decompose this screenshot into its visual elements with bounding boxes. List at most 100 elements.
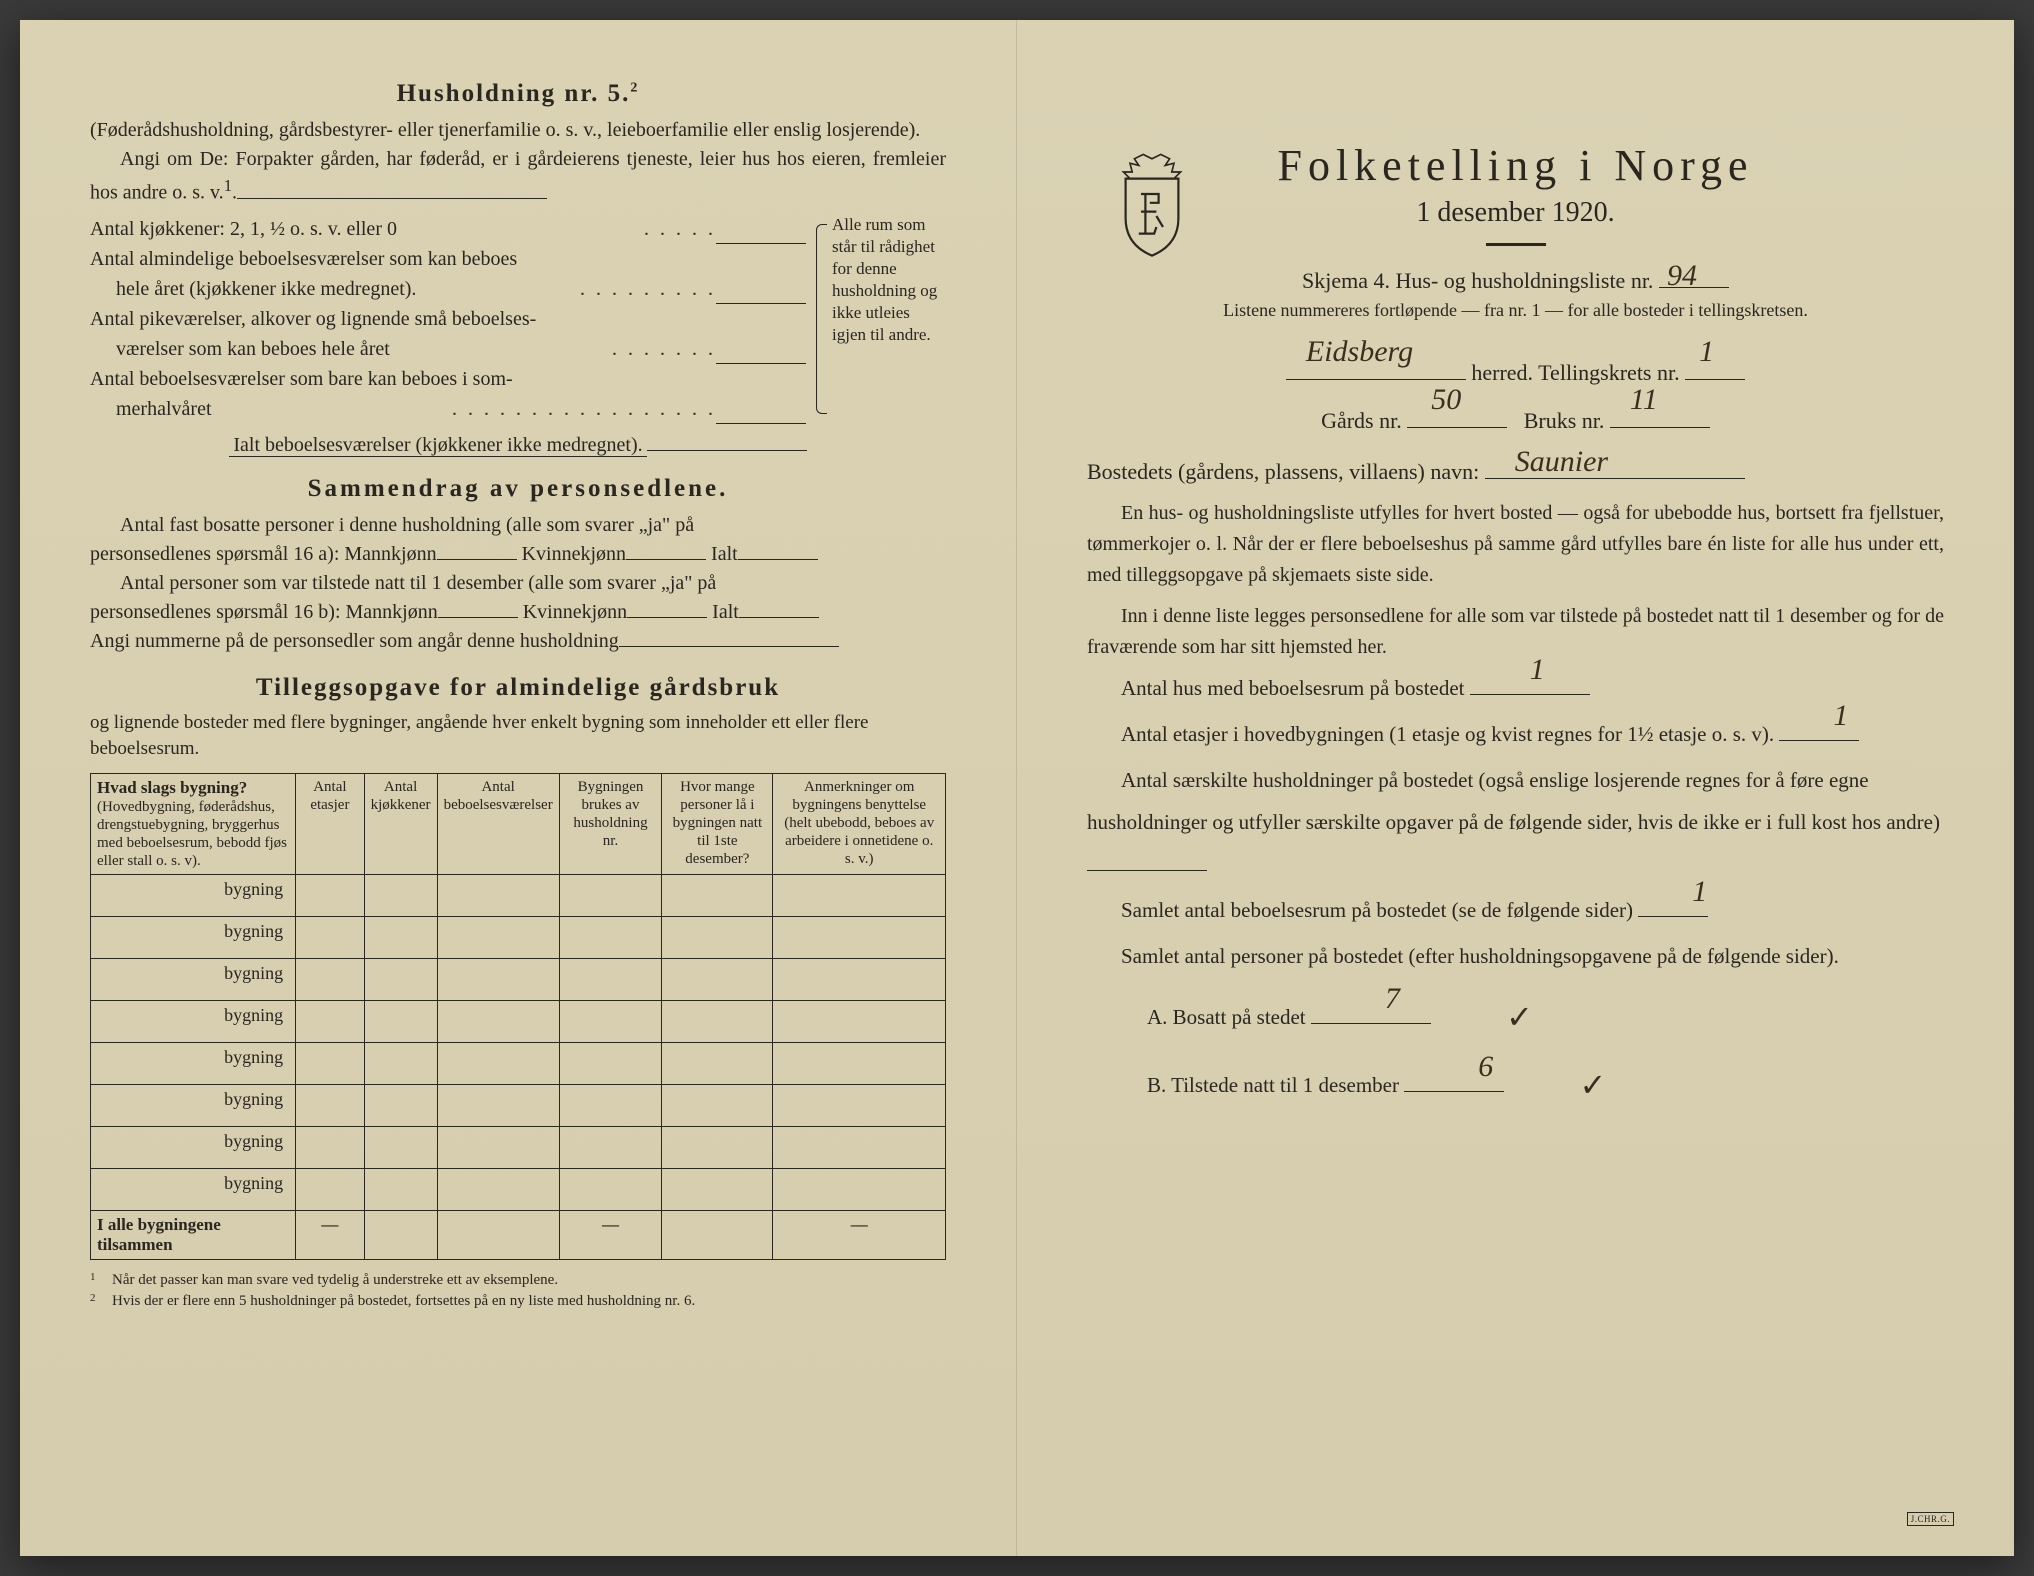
blank [627, 617, 707, 618]
cell [437, 959, 559, 1001]
blank [437, 559, 517, 560]
rooms-l1: Antal kjøkkener: 2, 1, ½ o. s. v. eller … [90, 214, 644, 244]
th-rooms: Antal beboelsesværelser [437, 773, 559, 874]
dots: . . . . . . . . . . . . . . . . . [452, 394, 716, 424]
q1-blank: 1 [1470, 694, 1590, 695]
cell [559, 1043, 662, 1085]
blank [438, 617, 518, 618]
skjema-label: Skjema 4. Hus- og husholdningsliste nr. [1302, 268, 1653, 293]
cell [559, 875, 662, 917]
qb-value: 6 [1418, 1037, 1493, 1097]
cell-label: bygning [91, 1043, 296, 1085]
q2-line: Antal etasjer i hovedbygningen (1 etasje… [1087, 713, 1944, 755]
cell [662, 917, 773, 959]
s1b: personsedlenes spørsmål 16 a): Mannkjønn [90, 543, 437, 565]
qb-line: B. Tilstede natt til 1 desember 6 ✓ [1087, 1049, 1944, 1113]
th-persons: Hvor mange personer lå i bygningen natt … [662, 773, 773, 874]
dash: — [773, 1211, 946, 1260]
q3-blank [1087, 870, 1207, 871]
right-page: Folketelling i Norge 1 desember 1920. Sk… [1017, 20, 2014, 1556]
cell-label: bygning [91, 1085, 296, 1127]
cell [364, 1001, 437, 1043]
gards-value: 50 [1431, 367, 1461, 433]
dash: — [559, 1211, 662, 1260]
table-row: bygning [91, 917, 946, 959]
table-row: bygning [91, 875, 946, 917]
qa-line: A. Bosatt på stedet 7 ✓ [1087, 981, 1944, 1045]
cell-label: bygning [91, 1001, 296, 1043]
rooms-l3b: værelser som kan beboes hele året [90, 334, 612, 364]
cell [437, 1127, 559, 1169]
th-usedby: Bygningen brukes av husholdning nr. [559, 773, 662, 874]
cell [296, 875, 364, 917]
fn-num: 2 [90, 1291, 104, 1312]
total-label: I alle bygningene tilsammen [91, 1211, 296, 1260]
rule [1486, 243, 1546, 246]
table-row: bygning [91, 1001, 946, 1043]
krets-value: 1 [1699, 319, 1714, 385]
cell [662, 1127, 773, 1169]
q4-label: Samlet antal beboelsesrum på bostedet (s… [1121, 898, 1633, 922]
s2b: personsedlenes spørsmål 16 b): Mannkjønn [90, 601, 438, 623]
blank [716, 274, 806, 304]
cell [662, 1043, 773, 1085]
cell [662, 1001, 773, 1043]
ialt-line: Ialt beboelsesværelser (kjøkkener ikke m… [90, 434, 946, 457]
census-title: Folketelling i Norge [1087, 140, 1944, 191]
rooms-l2a: Antal almindelige beboelsesværelser som … [90, 244, 806, 274]
table-header-row: Hvad slags bygning? (Hovedbygning, føderå… [91, 773, 946, 874]
printer-stamp: J.CHR.G. [1907, 1512, 1954, 1526]
bruks-label: Bruks nr. [1524, 408, 1605, 433]
cell [437, 875, 559, 917]
skjema-nr-blank: 94 [1659, 287, 1729, 288]
sammendrag-heading: Sammendrag av personsedlene. [90, 475, 946, 503]
cell [437, 1085, 559, 1127]
s3: Angi nummerne på de personsedler som ang… [90, 630, 619, 652]
census-date: 1 desember 1920. [1087, 197, 1944, 229]
cell [364, 1043, 437, 1085]
room-block: Antal kjøkkener: 2, 1, ½ o. s. v. eller … [90, 214, 946, 424]
herred-value: Eidsberg [1306, 319, 1413, 385]
cell [662, 1211, 773, 1260]
rooms-l4b: merhalvåret [90, 394, 452, 424]
gards-label: Gårds nr. [1321, 408, 1402, 433]
ialt: Ialt [711, 543, 738, 565]
sammendrag-1: Antal fast bosatte personer i denne hush… [90, 511, 946, 540]
angi-blank [237, 198, 547, 199]
angi-sup: 1 [224, 176, 232, 195]
cell [364, 875, 437, 917]
check-icon: ✓ [1520, 1053, 1607, 1117]
table-row: bygning [91, 1085, 946, 1127]
cell-label: bygning [91, 1127, 296, 1169]
cell [662, 875, 773, 917]
q2-blank: 1 [1779, 740, 1859, 741]
rooms-l2b: hele året (kjøkkener ikke medregnet). [90, 274, 580, 304]
cell [296, 917, 364, 959]
table-row: bygning [91, 1043, 946, 1085]
sammendrag-2b: personsedlenes spørsmål 16 b): Mannkjønn… [90, 598, 946, 627]
cell [773, 875, 946, 917]
cell [296, 1127, 364, 1169]
room-lines: Antal kjøkkener: 2, 1, ½ o. s. v. eller … [90, 214, 806, 424]
cell [559, 1127, 662, 1169]
rooms-l4a: Antal beboelsesværelser som bare kan beb… [90, 364, 806, 394]
bruks-blank: 11 [1610, 427, 1710, 428]
paragraph-1: En hus- og husholdningsliste utfylles fo… [1087, 498, 1944, 591]
cell-label: bygning [91, 1169, 296, 1211]
cell [773, 917, 946, 959]
herred-row: Eidsberg herred. Tellingskrets nr. 1 [1087, 349, 1944, 397]
bruks-value: 11 [1630, 367, 1658, 433]
th-type: Hvad slags bygning? (Hovedbygning, føderå… [91, 773, 296, 874]
bosted-label: Bostedets (gårdens, plassens, villaens) … [1087, 459, 1479, 484]
q2-value: 1 [1799, 686, 1848, 746]
cell [662, 1085, 773, 1127]
th1a: Hvad slags bygning? [97, 778, 247, 797]
bosted-row: Bostedets (gårdens, plassens, villaens) … [1087, 456, 1944, 488]
cell [296, 1043, 364, 1085]
q4-blank: 1 [1638, 916, 1708, 917]
blank [626, 559, 706, 560]
th1b: (Hovedbygning, føderådshus, drengstuebyg… [97, 799, 287, 869]
sammendrag-2: Antal personer som var tilstede natt til… [90, 569, 946, 598]
table-body: bygning bygning bygning bygning bygning … [91, 875, 946, 1260]
cell [296, 1085, 364, 1127]
